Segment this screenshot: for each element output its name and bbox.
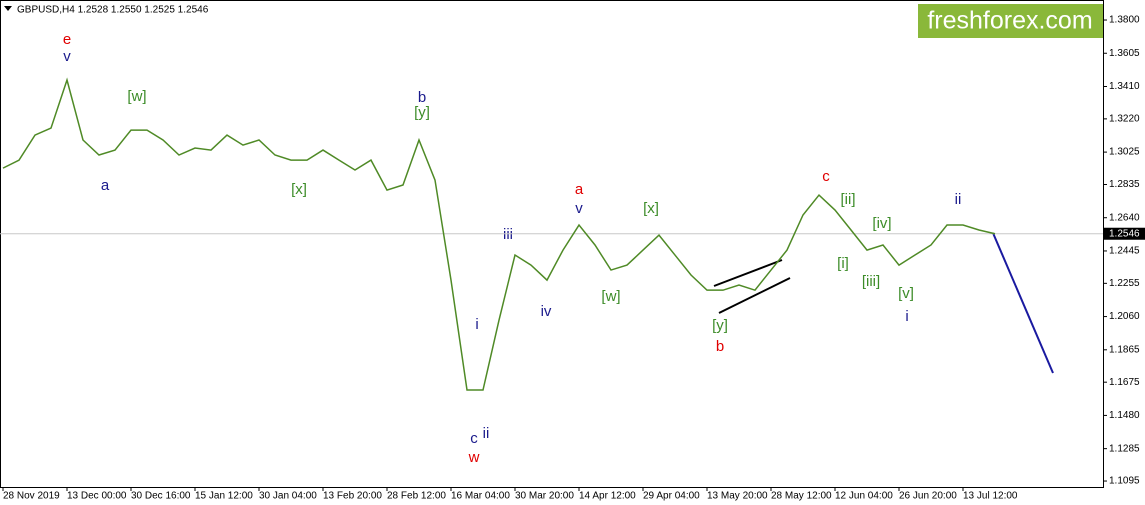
wave-label: iv xyxy=(541,303,552,320)
wave-label: i xyxy=(475,316,478,333)
chart-title: GBPUSD,H4 1.2528 1.2550 1.2525 1.2546 xyxy=(17,5,209,16)
current-price-label: 1.2546 xyxy=(1109,228,1140,239)
wave-label: w xyxy=(468,449,480,466)
x-tick-label: 29 Apr 04:00 xyxy=(643,491,700,502)
x-tick-label: 13 Feb 20:00 xyxy=(323,491,382,502)
wave-label: b xyxy=(418,89,426,106)
wave-label: a xyxy=(101,177,110,194)
y-tick-label: 1.1865 xyxy=(1109,344,1140,355)
y-tick-label: 1.2255 xyxy=(1109,278,1140,289)
y-tick-label: 1.1095 xyxy=(1109,476,1140,487)
y-tick-label: 1.3605 xyxy=(1109,48,1140,59)
wedge-line xyxy=(718,277,791,314)
x-tick-label: 30 Dec 16:00 xyxy=(131,491,191,502)
y-tick-label: 1.3220 xyxy=(1109,114,1140,125)
x-tick-label: 14 Apr 12:00 xyxy=(579,491,636,502)
x-tick-label: 13 May 20:00 xyxy=(707,491,768,502)
x-tick-label: 28 Nov 2019 xyxy=(3,491,60,502)
wave-label: iii xyxy=(503,226,513,243)
wave-label: [y] xyxy=(712,317,728,334)
menu-arrow[interactable] xyxy=(4,6,12,11)
brand: freshforex.com xyxy=(927,7,1092,35)
wave-label: b xyxy=(716,338,724,355)
y-tick-label: 1.2445 xyxy=(1109,246,1140,257)
brand-box xyxy=(918,4,1103,38)
wave-label: v xyxy=(63,48,71,65)
forecast-line xyxy=(992,232,1054,374)
y-tick-label: 1.3410 xyxy=(1109,81,1140,92)
wave-label: e xyxy=(63,31,71,48)
wave-label: [ii] xyxy=(841,191,856,208)
y-tick-label: 1.1480 xyxy=(1109,410,1140,421)
wave-label: [iii] xyxy=(862,273,880,290)
y-tick-label: 1.1675 xyxy=(1109,377,1140,388)
wave-label: i xyxy=(905,308,908,325)
x-tick-label: 13 Jul 12:00 xyxy=(963,491,1018,502)
current-price-box xyxy=(1103,227,1145,240)
wave-label: [x] xyxy=(291,181,307,198)
wave-label: ii xyxy=(483,425,490,442)
x-tick-label: 26 Jun 20:00 xyxy=(899,491,957,502)
wave-label: ii xyxy=(955,191,962,208)
wedge-line xyxy=(713,259,783,287)
wave-label: a xyxy=(575,181,584,198)
x-tick-label: 28 May 12:00 xyxy=(771,491,832,502)
y-tick-label: 1.3025 xyxy=(1109,147,1140,158)
y-tick-label: 1.2835 xyxy=(1109,179,1140,190)
x-tick-label: 12 Jun 04:00 xyxy=(835,491,893,502)
y-tick-label: 1.1285 xyxy=(1109,443,1140,454)
wave-label: v xyxy=(575,200,583,217)
x-tick-label: 30 Mar 20:00 xyxy=(515,491,574,502)
wave-label: [w] xyxy=(601,288,620,305)
x-tick-label: 30 Jan 04:00 xyxy=(259,491,317,502)
wave-label: [i] xyxy=(837,255,849,272)
x-tick-label: 15 Jan 12:00 xyxy=(195,491,253,502)
y-tick-label: 1.3800 xyxy=(1109,15,1140,26)
y-tick-label: 1.2640 xyxy=(1109,212,1140,223)
x-tick-label: 13 Dec 00:00 xyxy=(67,491,127,502)
x-tick-label: 16 Mar 04:00 xyxy=(451,491,510,502)
wave-label: [iv] xyxy=(872,215,891,232)
wave-label: [x] xyxy=(643,200,659,217)
y-tick-label: 1.2060 xyxy=(1109,311,1140,322)
wave-label: [v] xyxy=(898,285,914,302)
plot-frame xyxy=(0,0,1104,488)
wave-label: [w] xyxy=(127,88,146,105)
wave-label: [y] xyxy=(414,104,430,121)
x-tick-label: 28 Feb 12:00 xyxy=(387,491,446,502)
price-line xyxy=(2,77,996,391)
wave-label: c xyxy=(822,168,830,185)
wave-label: c xyxy=(470,430,478,447)
